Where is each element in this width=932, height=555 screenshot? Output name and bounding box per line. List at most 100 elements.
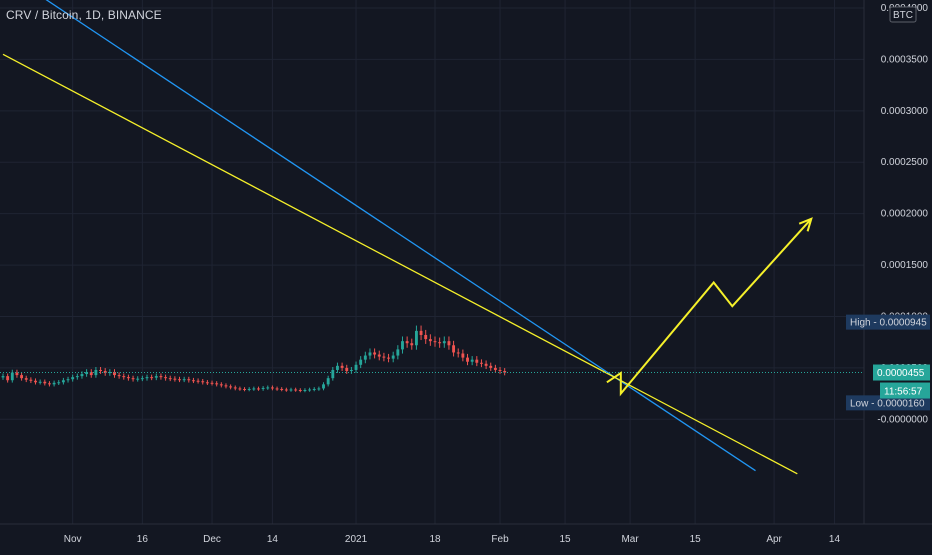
- candle-body: [154, 376, 158, 378]
- current-price-tag: [873, 364, 930, 381]
- candle-body: [196, 380, 200, 382]
- candle-body: [452, 345, 456, 353]
- candle-body: [233, 387, 237, 389]
- candle-body: [428, 339, 432, 342]
- candle-body: [252, 388, 256, 390]
- candle-body: [205, 382, 209, 384]
- candles: [1, 325, 507, 393]
- trendlines[interactable]: [0, 0, 798, 475]
- candle-body: [224, 385, 228, 387]
- candle-body: [368, 352, 372, 356]
- countdown-tag: [880, 382, 930, 399]
- time-tick-label: 15: [560, 534, 572, 545]
- candle-body: [34, 380, 37, 383]
- candle-body: [136, 378, 140, 380]
- candle-body: [401, 341, 404, 350]
- time-tick-label: 18: [429, 534, 441, 545]
- candle-body: [424, 334, 428, 340]
- candle-body: [294, 389, 298, 391]
- candle-body: [38, 381, 42, 383]
- candle-body: [6, 376, 10, 381]
- time-tick-label: Feb: [491, 534, 509, 545]
- candle-body: [192, 380, 195, 382]
- candle-body: [187, 379, 191, 381]
- candle-body: [29, 379, 33, 381]
- candle-body: [122, 376, 126, 378]
- candle-body: [113, 372, 116, 376]
- price-tick-label: -0.0000000: [877, 414, 928, 425]
- candle-body: [159, 376, 163, 378]
- candle-body: [99, 369, 102, 371]
- candle-body: [66, 379, 70, 381]
- time-tick-label: Mar: [621, 534, 639, 545]
- candle-body: [201, 381, 205, 383]
- candle-body: [498, 369, 502, 371]
- candle-body: [89, 372, 93, 376]
- currency-badge[interactable]: [889, 6, 917, 23]
- candle-body: [470, 359, 474, 362]
- trendline[interactable]: [0, 0, 756, 472]
- candle-body: [336, 365, 339, 370]
- current-price-label: 0.0000455: [877, 368, 925, 379]
- candle-body: [289, 389, 293, 391]
- time-axis[interactable]: Nov 16 Dec 14 2021 18 Feb 15 Mar 15 Apr 14: [0, 523, 932, 545]
- candle-body: [117, 375, 121, 377]
- candle-body: [363, 355, 367, 360]
- candle-body: [284, 389, 288, 391]
- candle-body: [219, 384, 223, 386]
- candle-body: [354, 364, 358, 370]
- candle-body: [52, 382, 56, 385]
- time-tick-label: 15: [690, 534, 702, 545]
- time-tick-label: 16: [137, 534, 149, 545]
- time-tick-label: Nov: [64, 534, 82, 545]
- candle-body: [442, 341, 446, 344]
- candle-body: [410, 343, 414, 346]
- candle-body: [126, 377, 130, 379]
- candle-body: [377, 354, 381, 357]
- candle-body: [489, 365, 493, 368]
- low-label-bg: [846, 395, 930, 411]
- price-labels: High - 0.0000945 Low - 0.0000160 0.0000455…: [846, 314, 930, 411]
- price-tick-label: 0.0003500: [881, 54, 929, 65]
- time-tick-label: 2021: [345, 534, 368, 545]
- candle-body: [94, 369, 98, 376]
- candle-body: [182, 379, 186, 381]
- candle-body: [414, 330, 418, 346]
- candle-body: [173, 378, 177, 380]
- candle-body: [308, 389, 312, 391]
- price-tick-label: 0.0001500: [881, 260, 929, 271]
- trendline[interactable]: [2, 53, 798, 475]
- currency-badge-label: BTC: [893, 10, 913, 21]
- candle-body: [433, 341, 437, 343]
- chart-title: CRV / Bitcoin, 1D, BINANCE: [6, 8, 162, 22]
- candle-body: [10, 372, 14, 381]
- candle-body: [456, 352, 460, 354]
- high-label-bg: [846, 314, 930, 330]
- candle-body: [280, 388, 284, 390]
- price-axis[interactable]: 0.00040000.00035000.00030000.00025000.00…: [863, 0, 932, 550]
- candle-body: [373, 352, 377, 355]
- candle-body: [480, 362, 483, 364]
- candle-body: [298, 389, 302, 391]
- projection-line[interactable]: [606, 218, 813, 397]
- candle-body: [150, 377, 154, 379]
- time-tick-label: Dec: [203, 534, 221, 545]
- candle-body: [275, 388, 279, 390]
- candle-body: [345, 367, 349, 371]
- high-label: High - 0.0000945: [850, 318, 927, 329]
- candle-body: [317, 388, 321, 390]
- candle-body: [61, 380, 65, 383]
- candle-body: [131, 378, 135, 380]
- candle-body: [493, 367, 497, 370]
- candle-body: [419, 330, 423, 335]
- grid: [0, 0, 864, 524]
- candle-body: [475, 359, 479, 363]
- projection-path[interactable]: [606, 217, 813, 397]
- candle-body: [85, 372, 89, 375]
- candle-body: [466, 357, 469, 362]
- candle-body: [312, 388, 316, 390]
- time-tick-label: 14: [829, 534, 841, 545]
- candle-body: [24, 378, 28, 380]
